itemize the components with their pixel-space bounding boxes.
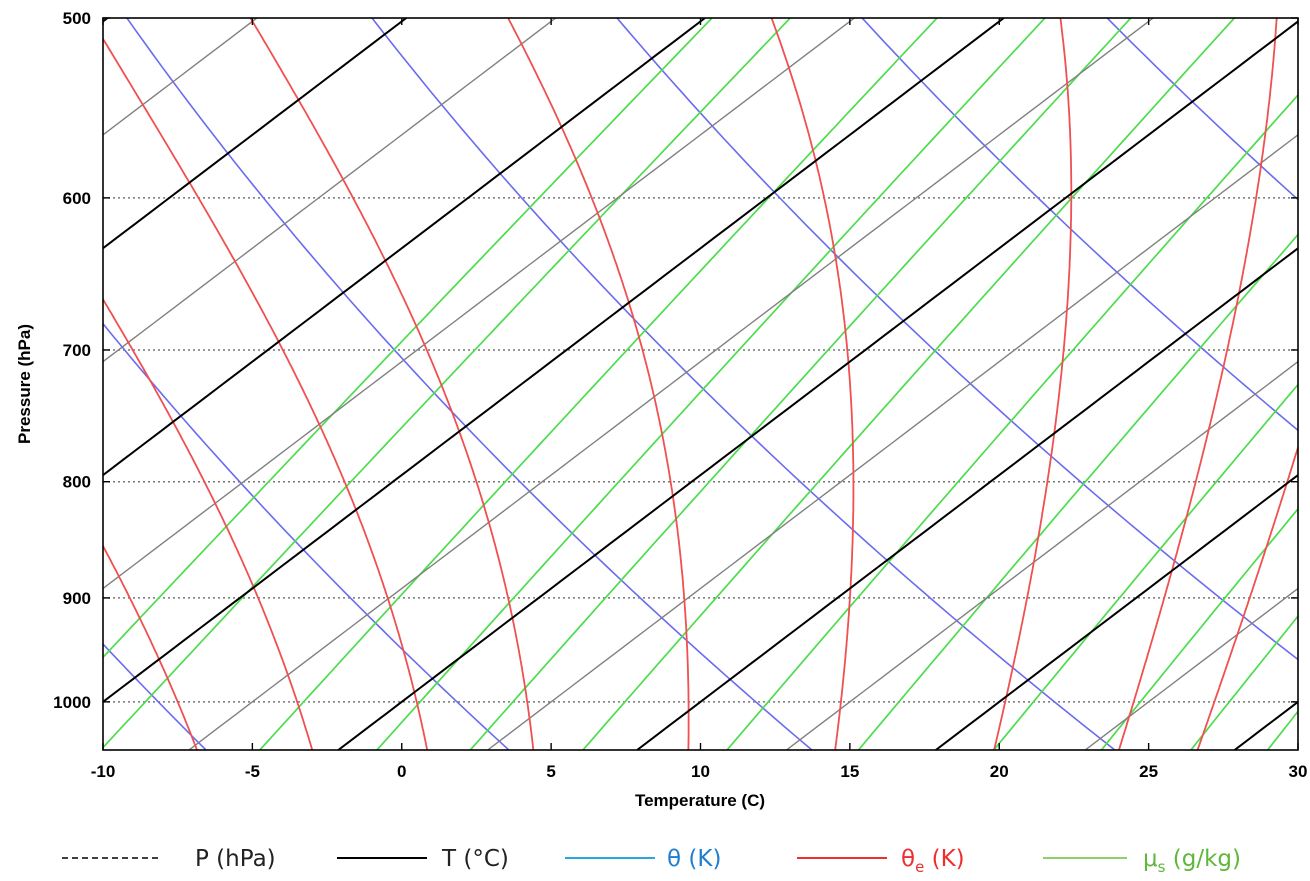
- mixing-ratio-line-3: [259, 18, 938, 750]
- y-tick-label-1000: 1000: [53, 693, 91, 712]
- mixing-ratio-line-9: [726, 93, 1298, 750]
- dry-adiabat-315: [861, 18, 1298, 432]
- y-tick-label-800: 800: [63, 473, 91, 492]
- isobar-grid: [103, 197, 1298, 703]
- mixing-ratio-line-12: [857, 233, 1298, 750]
- x-axis-label: Temperature (C): [635, 791, 765, 810]
- moist-adiabat-4.2: [249, 18, 535, 750]
- isotherm-minor--15: [103, 18, 855, 590]
- legend-label-theta: θ (K): [667, 846, 721, 872]
- isotherm--30: [103, 18, 407, 250]
- y-tick-label-900: 900: [63, 589, 91, 608]
- legend-item-theta: θ (K): [565, 846, 721, 872]
- moist-adiabat--3.5: [103, 297, 314, 750]
- x-tick-label-5: 5: [546, 762, 555, 781]
- axis-ticks: -10 -5 0 5 10 15 20 25 30 500 600 700 800 900 1000: [53, 9, 1307, 781]
- moist-adiabat-20.2: [993, 18, 1073, 750]
- isotherm-minor--25: [103, 18, 557, 363]
- mixing-ratio-line-20: [1100, 507, 1298, 750]
- x-tick-label-20: 20: [990, 762, 1009, 781]
- y-tick-label-600: 600: [63, 189, 91, 208]
- legend-item-mixing-ratio: μs (g/kg): [1043, 846, 1241, 876]
- moist-adiabat-24.5: [1118, 18, 1278, 750]
- legend-item-pressure: P (hPa): [62, 846, 276, 872]
- x-tick-label-10: 10: [691, 762, 710, 781]
- legend-label-mixing-ratio-main: μ: [1143, 846, 1158, 872]
- legend-label-temperature: T (°C): [441, 846, 509, 872]
- legend-label-theta-e-main: θ: [901, 846, 915, 872]
- y-tick-label-700: 700: [63, 341, 91, 360]
- isotherm-minor--5: [188, 18, 1154, 750]
- moist-adiabat-0.5: [103, 37, 429, 750]
- isotherm--20: [103, 18, 706, 477]
- dry-adiabat-325: [1106, 18, 1298, 201]
- mixing-ratio-line-4: [376, 18, 1046, 750]
- legend-item-temperature: T (°C): [337, 846, 509, 872]
- x-tick-label--10: -10: [91, 762, 116, 781]
- legend-label-theta-e-rest: (K): [924, 846, 964, 872]
- moist-adiabat-9.6: [507, 18, 690, 750]
- x-tick-label--5: -5: [245, 762, 260, 781]
- mixing-ratio-line-24: [1190, 614, 1298, 750]
- legend-item-theta-e: θe (K): [797, 846, 965, 876]
- mixing-ratio-line-6.5: [582, 18, 1236, 750]
- isotherm-minor-25: [1084, 587, 1298, 750]
- isotherm-minor-5: [487, 133, 1298, 750]
- isotherm-0: [337, 20, 1298, 750]
- y-tick-label-500: 500: [63, 9, 91, 28]
- x-tick-label-25: 25: [1139, 762, 1158, 781]
- mixing-ratio-line-5: [469, 18, 1132, 750]
- legend: P (hPa) T (°C) θ (K) θe (K) μs (g/kg): [62, 846, 1241, 876]
- moist-adiabat-14.7: [770, 18, 855, 750]
- legend-label-pressure: P (hPa): [195, 846, 276, 872]
- isotherm-10: [636, 247, 1298, 750]
- isotherm-minor-15: [786, 360, 1298, 750]
- x-tick-label-15: 15: [840, 762, 859, 781]
- x-tick-label-30: 30: [1289, 762, 1308, 781]
- legend-label-mixing-ratio: μs (g/kg): [1143, 846, 1241, 876]
- legend-label-mixing-ratio-sub: s: [1158, 858, 1166, 876]
- y-axis-label: Pressure (hPa): [15, 324, 34, 444]
- isotherm-20: [935, 473, 1298, 750]
- mixing-ratio-line-16: [993, 383, 1298, 750]
- dry-adiabat-275: [103, 322, 510, 750]
- legend-label-mixing-ratio-rest: (g/kg): [1165, 846, 1241, 872]
- legend-label-theta-e: θe (K): [901, 846, 965, 876]
- mixing-ratio-line-1.6: [103, 18, 713, 659]
- plot-background: [103, 18, 1298, 750]
- dry-adiabat-285: [126, 18, 813, 750]
- legend-label-theta-e-sub: e: [915, 858, 924, 876]
- x-tick-label-0: 0: [397, 762, 406, 781]
- isotherm--10: [103, 18, 1005, 704]
- chart-lines: [103, 18, 1298, 750]
- mixing-ratio-line-2: [103, 18, 791, 749]
- dry-adiabat-295: [371, 18, 1116, 750]
